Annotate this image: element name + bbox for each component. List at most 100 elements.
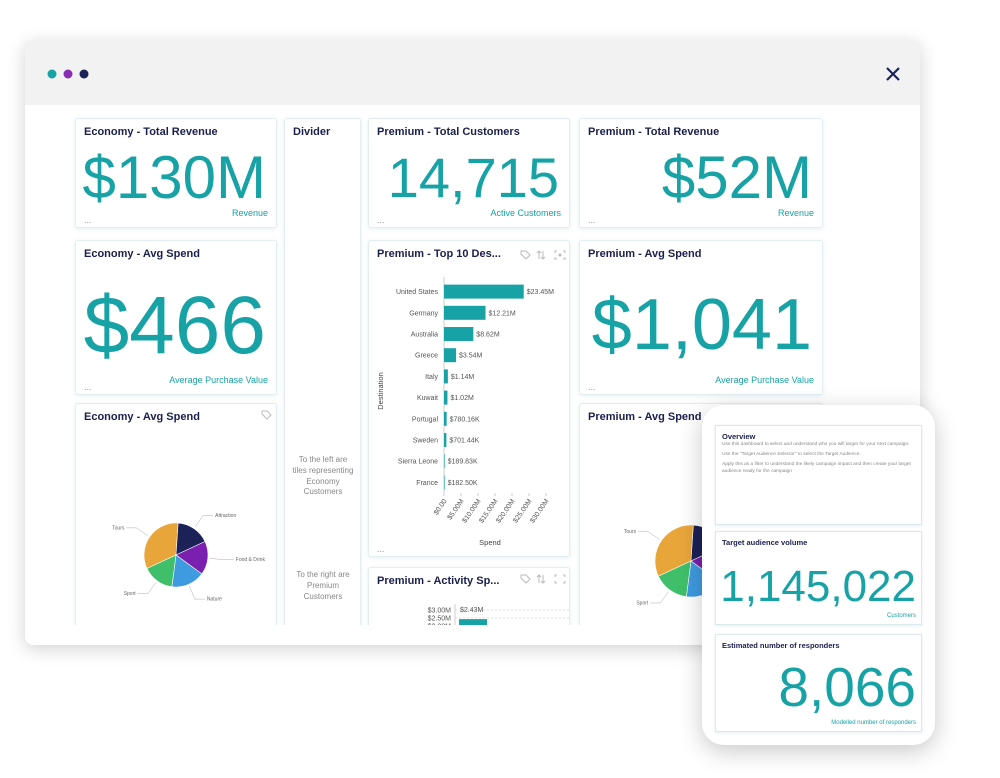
tag-icon[interactable] bbox=[520, 574, 531, 584]
value-label: $1.14M bbox=[451, 374, 475, 381]
kpi-card: Target audience volume 1,145,022 Custome… bbox=[715, 531, 922, 625]
bar-chart: $3.00M$2.50M$2.00M $2.43M bbox=[428, 604, 569, 625]
tile-title: Economy - Avg Spend bbox=[84, 411, 200, 423]
mobile-panel: Overview Use this dashboard to select an… bbox=[702, 405, 935, 745]
bar bbox=[444, 411, 447, 426]
tag-icon[interactable] bbox=[260, 409, 272, 421]
slice-label: Food & Drink bbox=[236, 557, 266, 563]
tag-shape bbox=[261, 410, 272, 420]
kpi-tile[interactable]: Premium - Avg Spend $1,041 Average Purch… bbox=[579, 240, 823, 395]
chart-tile[interactable]: Economy - Avg Spend Tours Attraction Food … bbox=[75, 403, 277, 625]
tile-title: Economy - Avg Spend bbox=[84, 248, 200, 260]
x-tick-label: $0.00 bbox=[433, 498, 449, 516]
pie-slice bbox=[654, 524, 694, 577]
value-label: $3.54M bbox=[459, 353, 483, 360]
more-menu[interactable]: ... bbox=[588, 215, 596, 225]
divider-tile: Divider To the left are tiles representi… bbox=[284, 118, 361, 625]
pie-chart: Tours Attraction Food & Drink Nature Sport bbox=[112, 513, 266, 603]
pie-slice bbox=[146, 554, 177, 588]
kpi-value: $466 bbox=[83, 280, 266, 371]
kpi-tile[interactable]: Economy - Avg Spend $466 Average Purchas… bbox=[75, 240, 277, 395]
bar-chart: United States $23.45M Germany $12.21M Austra… bbox=[376, 277, 554, 547]
category-label: France bbox=[416, 480, 438, 487]
tag-icon[interactable] bbox=[520, 250, 531, 260]
bar bbox=[444, 475, 445, 490]
slice-label: Attraction bbox=[215, 513, 236, 519]
kpi-value: 8,066 bbox=[778, 656, 916, 718]
expand-icon[interactable] bbox=[554, 250, 566, 260]
category-label: Italy bbox=[425, 374, 438, 381]
bar bbox=[444, 454, 445, 469]
kpi-value: 14,715 bbox=[387, 146, 559, 209]
y-tick-label: $2.50M bbox=[428, 616, 452, 623]
kpi-card: Estimated number of responders 8,066 Mod… bbox=[715, 634, 922, 732]
bar bbox=[444, 433, 447, 447]
more-menu[interactable]: ... bbox=[588, 382, 596, 392]
divider-note: To the left are tiles representing Econo… bbox=[292, 455, 354, 497]
close-button[interactable] bbox=[886, 67, 900, 81]
value-label: $2.43M bbox=[460, 607, 484, 614]
more-menu[interactable]: ... bbox=[84, 215, 92, 225]
x-axis-label: Spend bbox=[479, 538, 501, 547]
overview-paragraph: Apply this as a filter to understand the… bbox=[722, 462, 911, 474]
more-menu[interactable]: ... bbox=[84, 382, 92, 392]
value-label: $12.21M bbox=[489, 310, 516, 317]
tile-icons bbox=[520, 250, 566, 260]
value-label: $8.62M bbox=[476, 332, 500, 339]
kpi-value: $130M bbox=[82, 144, 266, 211]
kpi-value: $52M bbox=[661, 144, 812, 211]
expand-dot bbox=[558, 253, 562, 257]
tile-title: Premium - Total Customers bbox=[377, 126, 520, 138]
category-label: United States bbox=[396, 289, 439, 296]
category-label: Germany bbox=[409, 310, 438, 317]
bar bbox=[444, 390, 448, 405]
kpi-tile[interactable]: Economy - Total Revenue $130M Revenue ..… bbox=[75, 118, 277, 228]
dot bbox=[79, 69, 89, 79]
tile-title: Premium - Activity Sp... bbox=[377, 575, 500, 587]
category-label: Kuwait bbox=[417, 395, 438, 402]
kpi-caption: Revenue bbox=[231, 208, 268, 218]
sort-icon[interactable] bbox=[536, 574, 546, 584]
tile-title: Premium - Total Revenue bbox=[588, 126, 720, 138]
more-menu[interactable]: ... bbox=[377, 215, 385, 225]
dot bbox=[63, 69, 73, 79]
divider-note: To the right are Premium Customers bbox=[296, 570, 350, 601]
kpi-tile[interactable]: Premium - Total Revenue $52M Revenue ... bbox=[579, 118, 823, 228]
overview-paragraph: Use the "Target Audience Selector" to se… bbox=[722, 452, 861, 458]
category-label: Australia bbox=[411, 332, 438, 339]
leader-line bbox=[126, 527, 149, 536]
bar bbox=[444, 348, 457, 363]
more-menu[interactable]: ... bbox=[377, 544, 385, 554]
pie-slice bbox=[657, 560, 692, 598]
value-label: $701.44K bbox=[449, 438, 479, 445]
bar bbox=[444, 327, 474, 341]
leader-line bbox=[650, 591, 669, 604]
tile-icons bbox=[520, 574, 566, 584]
kpi-tile[interactable]: Premium - Total Customers 14,715 Active … bbox=[368, 118, 570, 228]
bar bbox=[444, 305, 486, 320]
kpi-caption: Customers bbox=[886, 613, 916, 619]
window-controls bbox=[47, 67, 900, 81]
tile-title: Economy - Total Revenue bbox=[84, 126, 218, 138]
kpi-caption: Average Purchase Value bbox=[715, 375, 814, 385]
slice-label: Nature bbox=[207, 597, 222, 603]
pie-slice bbox=[143, 522, 179, 569]
expand-icon[interactable] bbox=[554, 574, 566, 584]
value-label: $189.83K bbox=[448, 459, 478, 466]
chart-tile[interactable]: Premium - Top 10 Des... United States $23… bbox=[368, 240, 570, 557]
dashboard: Economy - Total Revenue $130M Revenue ..… bbox=[25, 105, 920, 625]
chart-tile[interactable]: Premium - Activity Sp... $3.00M $2.50M $2.… bbox=[368, 567, 570, 625]
kpi-value: $1,041 bbox=[591, 285, 812, 365]
kpi-caption: Active Customers bbox=[490, 208, 561, 218]
tile-title: Premium - Avg Spend bbox=[588, 411, 702, 423]
bar bbox=[444, 284, 524, 299]
slice-label: Tours bbox=[112, 525, 125, 531]
window-header bbox=[25, 40, 920, 105]
sort-icon[interactable] bbox=[536, 250, 546, 260]
slice-label: Sport bbox=[636, 600, 649, 606]
kpi-caption: Revenue bbox=[777, 208, 814, 218]
overview-card: Overview Use this dashboard to select an… bbox=[715, 425, 922, 525]
bar bbox=[444, 369, 448, 384]
category-label: Greece bbox=[415, 353, 438, 360]
